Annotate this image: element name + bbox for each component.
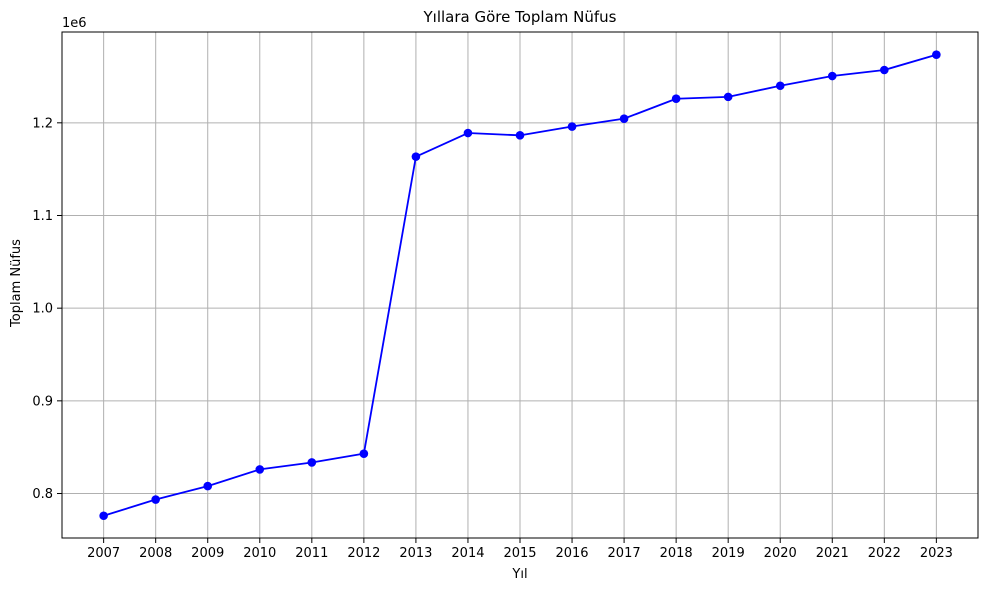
x-tick-label: 2016 — [555, 546, 588, 561]
x-tick-label: 2012 — [347, 546, 380, 561]
data-point — [671, 94, 681, 104]
x-tick-label: 2008 — [139, 546, 172, 561]
x-tick-label: 2023 — [920, 546, 953, 561]
data-point — [411, 152, 421, 161]
data-point — [619, 114, 629, 123]
data-point — [567, 122, 577, 131]
data-point — [880, 65, 889, 75]
series-layer — [99, 50, 941, 521]
y-tick-label: 1.2 — [32, 116, 53, 131]
x-tick-label: 2017 — [608, 546, 641, 561]
y-tick-label: 1.1 — [32, 209, 53, 224]
chart-title: Yıllara Göre Toplam Nüfus — [422, 8, 616, 26]
y-axis-label: Toplam Nüfus — [9, 239, 24, 328]
data-point — [99, 511, 108, 521]
x-tick-label: 2014 — [451, 546, 484, 561]
y-tick-label: 0.8 — [32, 487, 53, 502]
x-tick-label: 2007 — [87, 546, 120, 561]
data-point — [255, 465, 265, 474]
x-tick-label: 2018 — [660, 546, 693, 561]
data-point — [932, 50, 941, 60]
x-axis-label: Yıl — [511, 567, 527, 582]
x-tick-label: 2010 — [243, 546, 276, 561]
x-tick-label: 2021 — [816, 546, 849, 561]
data-point — [827, 71, 837, 81]
x-tick-label: 2009 — [191, 546, 224, 561]
x-tick-label: 2015 — [503, 546, 536, 561]
ticks-layer: 2007 2008 2009 2010 2011 2012 2013 2014 2015 2016… — [32, 116, 953, 561]
y-tick-label: 0.9 — [32, 394, 53, 409]
data-point — [463, 128, 473, 138]
y-tick-label: 1.0 — [32, 302, 53, 317]
x-tick-label: 2013 — [399, 546, 432, 561]
data-point — [359, 449, 369, 458]
data-point — [151, 495, 160, 504]
x-tick-label: 2011 — [295, 546, 328, 561]
x-tick-label: 2020 — [764, 546, 797, 561]
x-tick-label: 2019 — [712, 546, 745, 561]
y-axis-offset-label: 1e6 — [62, 16, 87, 31]
data-point — [723, 92, 733, 102]
data-point — [775, 81, 785, 91]
x-tick-label: 2022 — [868, 546, 901, 561]
data-point — [515, 131, 525, 140]
grid-layer — [62, 32, 978, 538]
data-point — [307, 458, 317, 467]
data-point — [203, 481, 213, 491]
